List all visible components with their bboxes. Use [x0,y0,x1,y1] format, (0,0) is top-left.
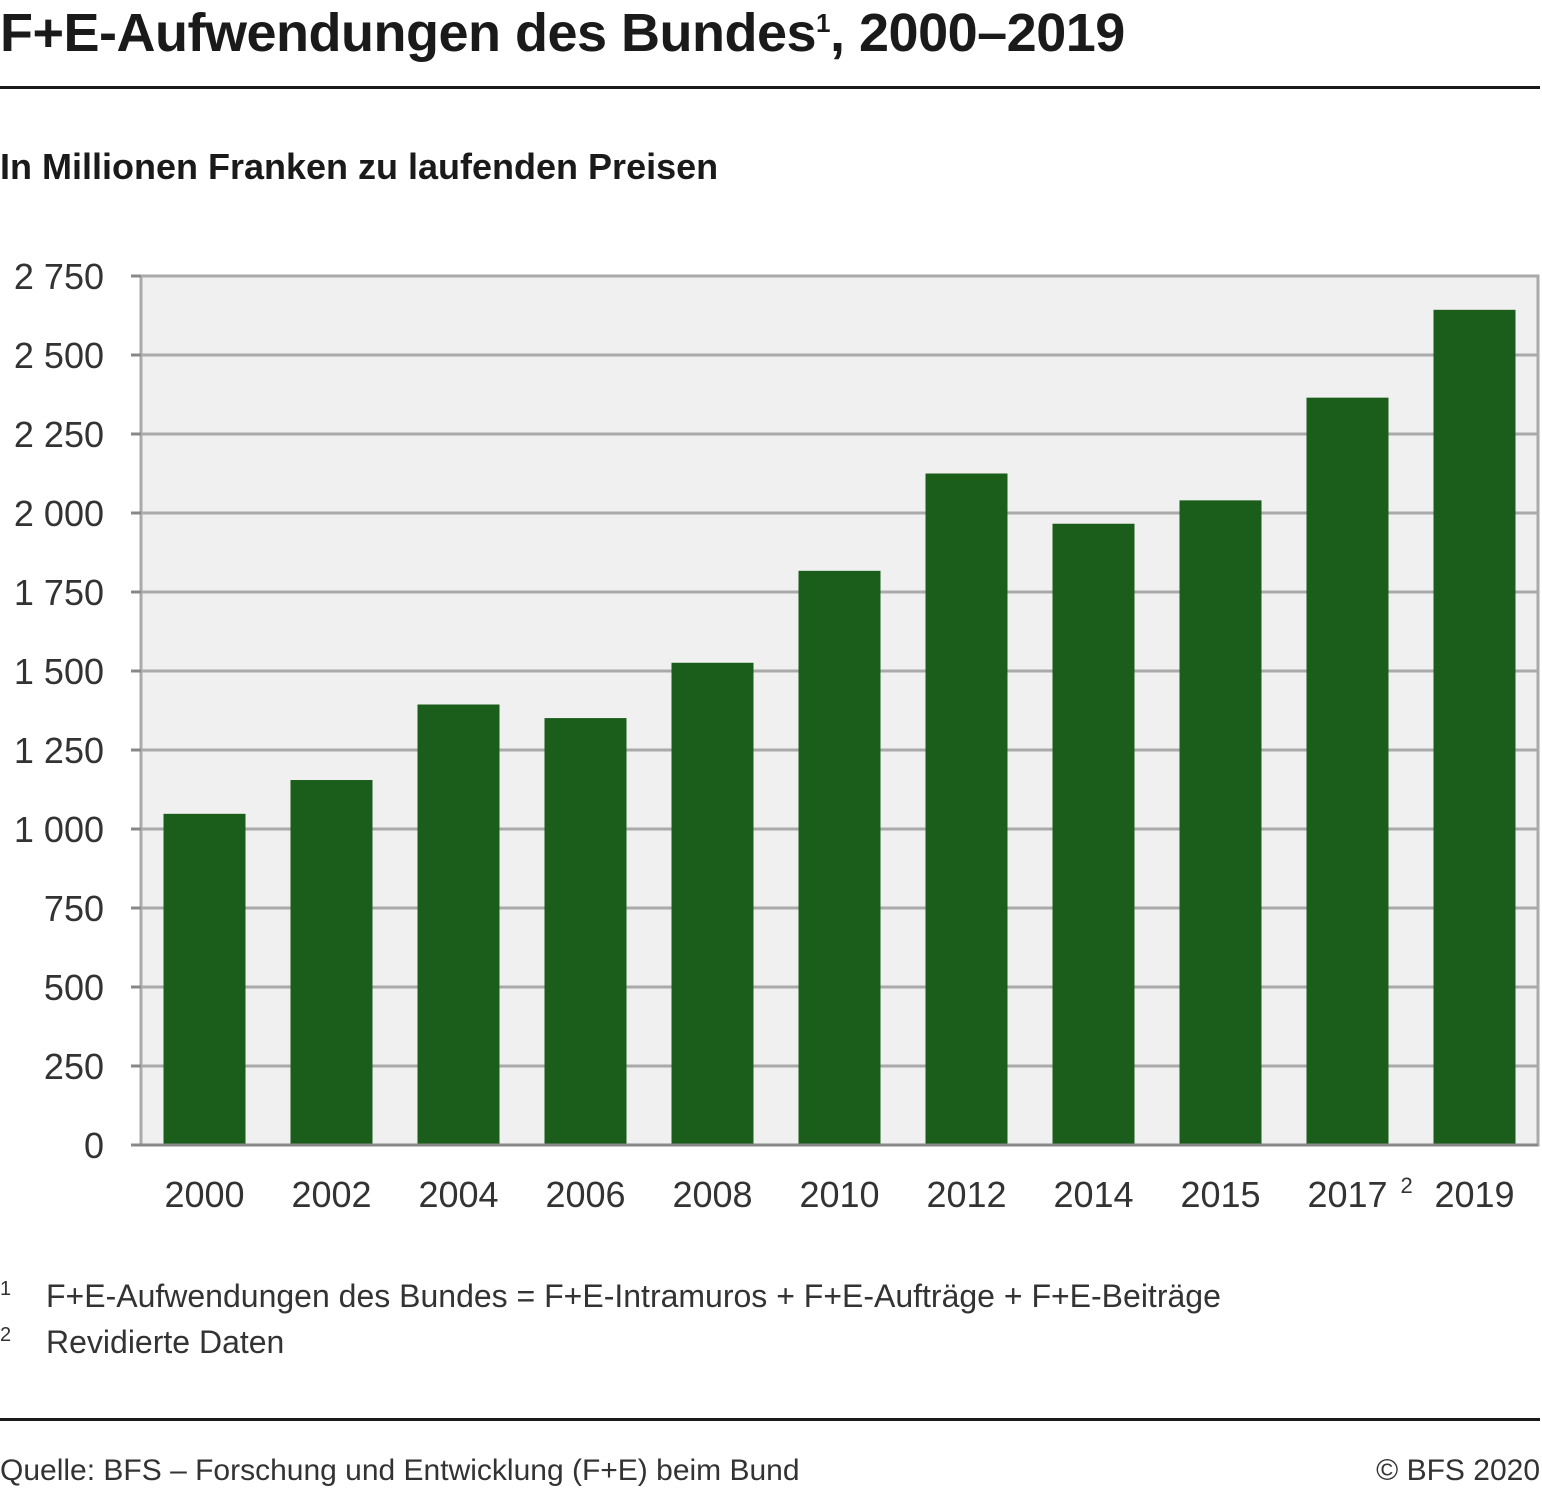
y-tick-label: 2 250 [14,414,104,455]
bar [290,780,373,1145]
y-tick-label: 0 [84,1125,104,1166]
x-tick-label: 2008 [672,1174,752,1215]
bar [925,473,1008,1145]
bar [1433,309,1516,1145]
source-note: Quelle: BFS – Forschung und Entwicklung … [0,1454,800,1487]
y-tick-label: 750 [44,888,104,929]
y-tick-label: 2 750 [14,256,104,297]
copyright-note: © BFS 2020 [1376,1454,1540,1487]
bar [671,662,754,1145]
y-tick-label: 1 500 [14,651,104,692]
footnote-2-text: Revidierte Daten [46,1324,285,1360]
x-tick-label: 2002 [291,1174,371,1215]
bar [417,704,500,1145]
y-tick-label: 500 [44,967,104,1008]
bar [163,813,246,1145]
bar [1306,397,1389,1145]
x-tick-label: 2006 [545,1174,625,1215]
chart-title-text: F+E-Aufwendungen des Bundes [0,3,817,63]
x-tick-label: 2000 [164,1174,244,1215]
y-tick-label: 1 000 [14,809,104,850]
x-tick-label: 2012 [926,1174,1006,1215]
chart-title: F+E-Aufwendungen des Bundes1, 2000–2019 [0,2,1125,64]
chart-subtitle: In Millionen Franken zu laufenden Preise… [0,146,719,187]
x-tick-label: 2010 [799,1174,879,1215]
footnote-1-mark: 1 [0,1278,12,1300]
y-tick-label: 1 250 [14,730,104,771]
x-tick-label: 2014 [1053,1174,1133,1215]
footnote-1-text: F+E-Aufwendungen des Bundes = F+E-Intram… [46,1278,1221,1314]
bar [544,718,627,1145]
footer-divider [0,1418,1540,1421]
title-footnote-mark: 1 [816,8,831,38]
x-tick-label: 2004 [418,1174,498,1215]
x-tick-label: 2015 [1180,1174,1260,1215]
y-tick-label: 2 500 [14,335,104,376]
bar [1179,500,1262,1145]
bar [1052,523,1135,1145]
x-tick-label: 2017 [1307,1174,1387,1215]
y-tick-label: 2 000 [14,493,104,534]
y-tick-label: 1 750 [14,572,104,613]
footnote-2-mark: 2 [0,1324,12,1346]
x-tick-label: 2019 [1434,1174,1514,1215]
y-tick-label: 250 [44,1046,104,1087]
chart-title-suffix: , 2000–2019 [830,3,1125,63]
x-tick-footnote-mark: 2 [1401,1173,1413,1198]
bar-chart: 0 250 500 750 1 000 1 250 1 500 1 750 2 000 2 250… [14,256,1540,1215]
header-divider [0,86,1540,89]
bar [798,570,881,1145]
